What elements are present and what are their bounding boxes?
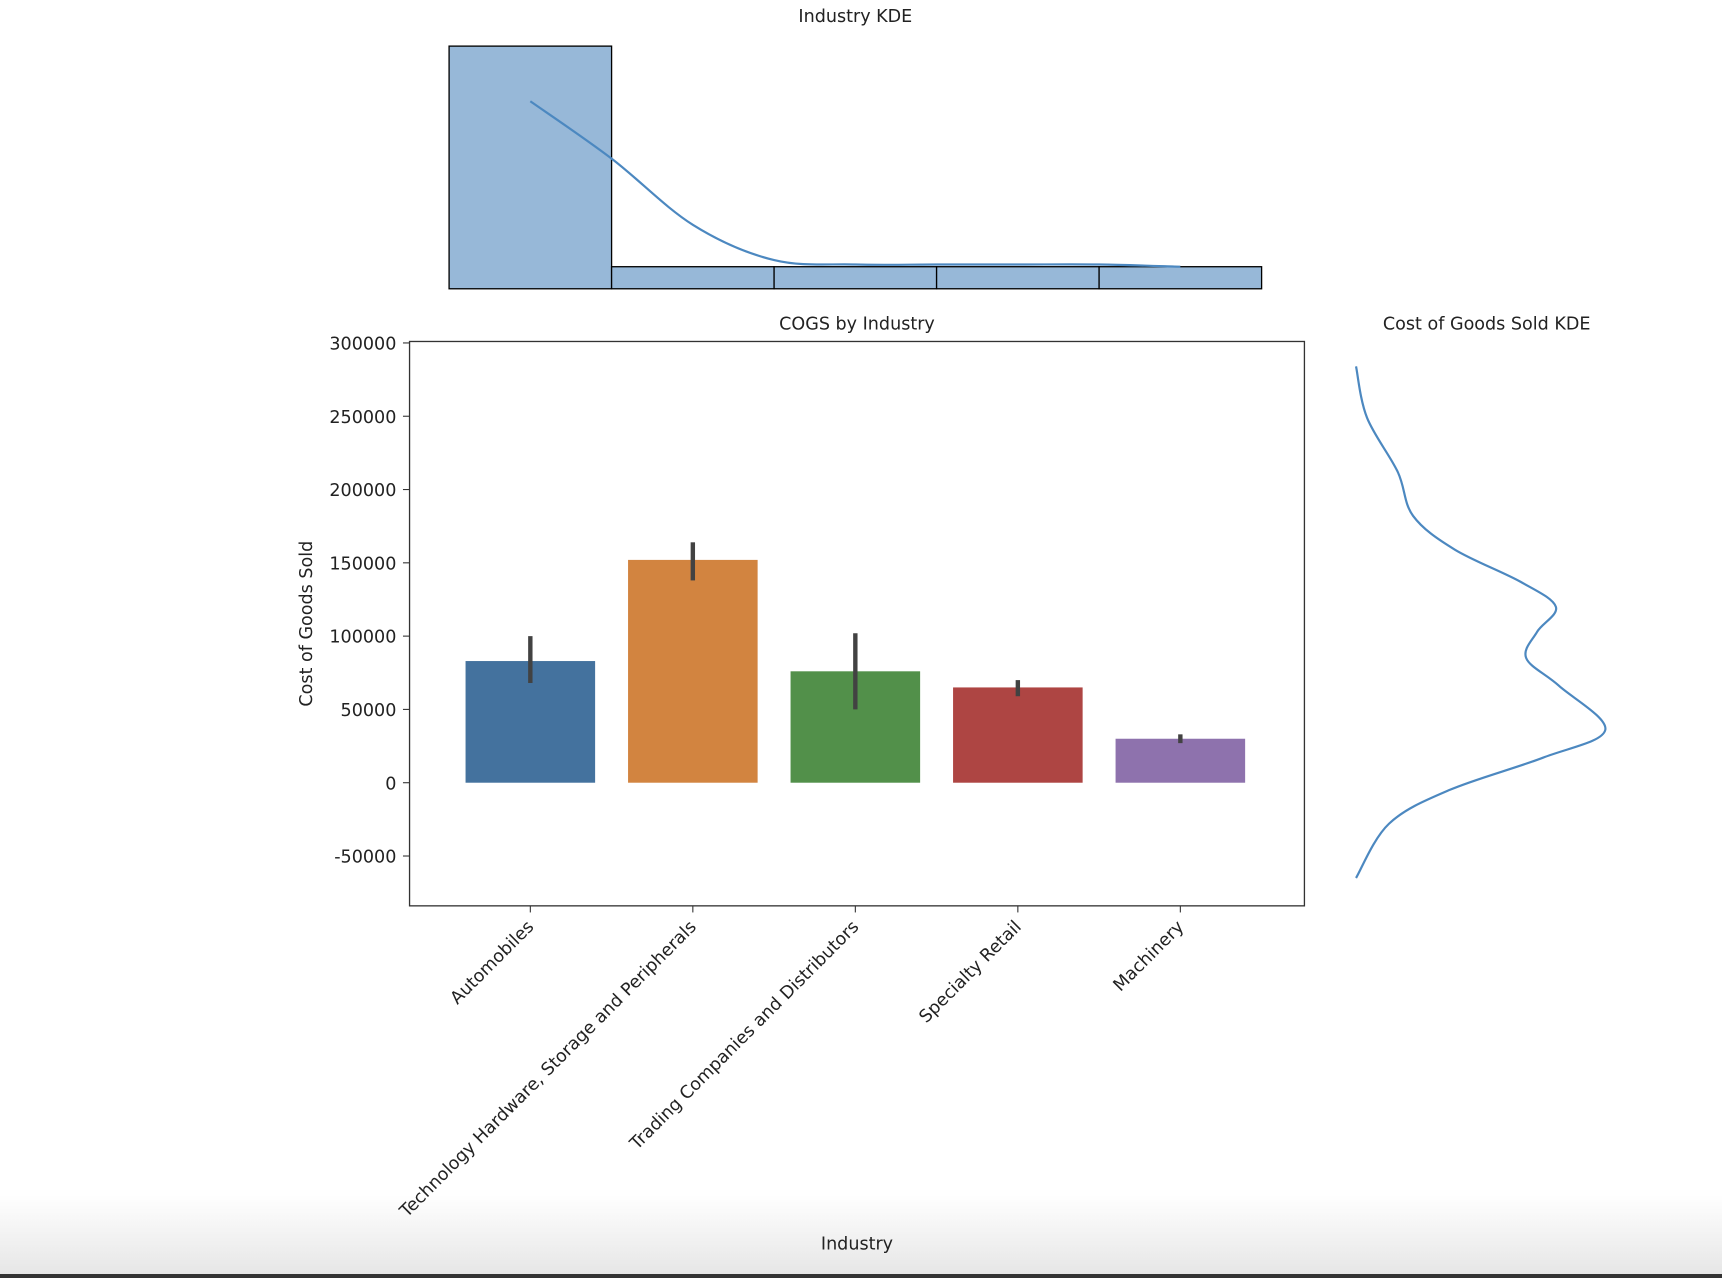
histogram-bar [610, 266, 775, 290]
chart-title: Cost of Goods Sold KDE [1383, 314, 1591, 334]
x-tick-label: Specialty Retail [916, 917, 1026, 1027]
x-axis-label: Industry [821, 1235, 893, 1255]
footer-band [0, 1195, 1722, 1275]
y-tick-label: -50000 [334, 848, 396, 868]
histogram-bar [935, 266, 1100, 290]
x-tick-label: Technology Hardware, Storage and Periphe… [396, 917, 701, 1222]
histogram-bar [773, 266, 938, 290]
footer-line [0, 1274, 1722, 1278]
histogram-bar [448, 45, 613, 290]
bar [1115, 738, 1246, 783]
y-tick-label: 300000 [329, 335, 396, 355]
y-tick-label: 100000 [329, 628, 396, 648]
bar [953, 687, 1083, 783]
chart-title: Industry KDE [798, 7, 912, 27]
y-tick-label: 200000 [329, 481, 396, 501]
x-tick-label: Automobiles [447, 917, 539, 1009]
y-tick-label: 50000 [341, 701, 397, 721]
kde-curve [529, 100, 1181, 268]
bar [628, 559, 758, 783]
x-tick-label: Machinery [1110, 917, 1189, 996]
histogram-bar [1098, 266, 1263, 290]
y-axis-label: Cost of Goods Sold [297, 541, 317, 707]
chart-title: COGS by Industry [779, 314, 935, 334]
plot-frame [408, 340, 1306, 907]
y-tick-label: 250000 [329, 408, 396, 428]
kde-curve [1354, 366, 1607, 879]
y-tick-label: 150000 [329, 554, 396, 574]
y-tick-label: 0 [385, 774, 396, 794]
